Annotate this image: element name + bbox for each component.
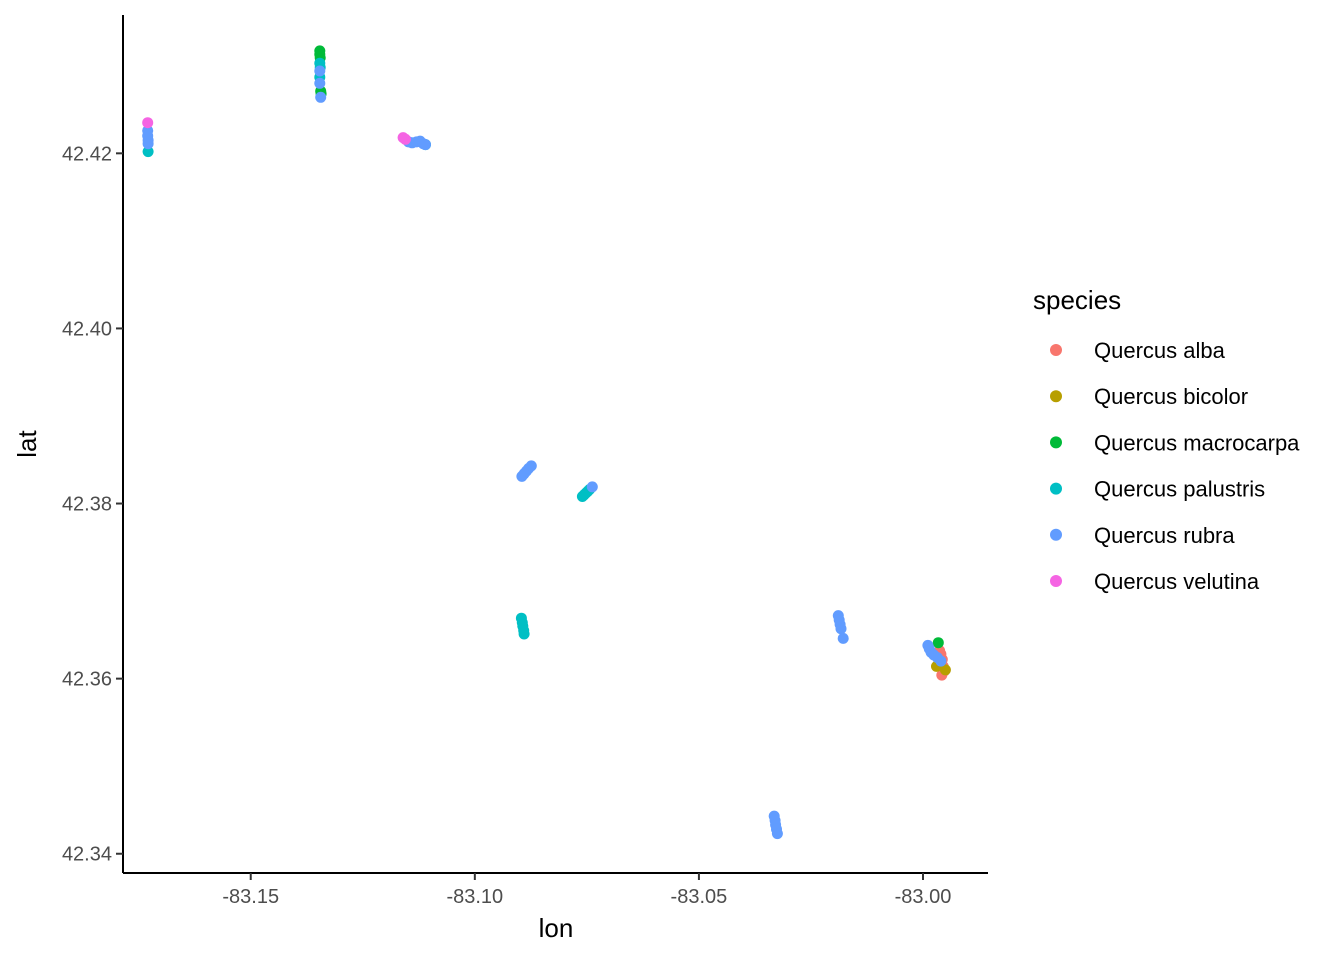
legend-key xyxy=(1050,482,1062,495)
y-axis: 42.34 42.36 42.38 42.40 42.42 xyxy=(62,15,124,873)
legend-label: Quercus bicolor xyxy=(1094,384,1248,409)
legend-item: Quercus palustris xyxy=(1050,477,1265,502)
legend-item: Quercus rubra xyxy=(1050,523,1235,548)
points-layer xyxy=(142,45,951,840)
legend-item: Quercus macrocarpa xyxy=(1050,430,1300,455)
y-axis-title: lat xyxy=(12,429,42,457)
data-point xyxy=(142,117,154,129)
legend-label: Quercus rubra xyxy=(1094,523,1235,548)
series-quercus-rubra xyxy=(142,65,947,840)
legend-key xyxy=(1050,575,1062,587)
data-point xyxy=(932,637,944,649)
x-tick-label: -83.05 xyxy=(671,886,728,908)
series-quercus-velutina xyxy=(142,117,411,145)
y-tick-label: 42.36 xyxy=(62,669,112,691)
data-point xyxy=(525,460,537,472)
data-point xyxy=(586,481,598,493)
data-point xyxy=(142,146,154,158)
legend-label: Quercus palustris xyxy=(1094,477,1265,502)
x-tick-label: -83.00 xyxy=(895,886,952,908)
series-quercus-palustris xyxy=(142,57,596,640)
y-tick-label: 42.40 xyxy=(62,318,112,340)
legend-item: Quercus bicolor xyxy=(1050,384,1248,409)
data-point xyxy=(939,664,951,676)
x-axis: -83.15 -83.10 -83.05 -83.00 xyxy=(123,872,988,908)
legend-key xyxy=(1050,436,1062,449)
legend-key xyxy=(1050,390,1062,403)
legend-label: Quercus macrocarpa xyxy=(1094,430,1300,455)
data-point xyxy=(314,65,326,77)
legend-key xyxy=(1050,528,1062,541)
data-point xyxy=(142,138,154,150)
legend-label: Quercus alba xyxy=(1094,338,1226,363)
data-point xyxy=(314,77,326,89)
y-tick-label: 42.38 xyxy=(62,494,112,516)
legend-label: Quercus velutina xyxy=(1094,569,1260,594)
legend-item: Quercus alba xyxy=(1050,338,1226,363)
y-tick-label: 42.34 xyxy=(62,844,112,866)
data-point xyxy=(835,623,847,635)
x-tick-label: -83.15 xyxy=(222,886,279,908)
data-point xyxy=(420,139,431,151)
data-point xyxy=(399,133,411,145)
legend-item: Quercus velutina xyxy=(1050,569,1260,594)
legend-key xyxy=(1050,344,1062,356)
data-point xyxy=(518,628,530,640)
data-point xyxy=(837,632,849,644)
data-point xyxy=(935,655,947,667)
data-point xyxy=(771,828,783,840)
y-tick-label: 42.42 xyxy=(62,143,112,165)
data-point xyxy=(315,91,327,103)
legend-title: species xyxy=(1033,285,1121,315)
x-axis-title: lon xyxy=(539,913,574,943)
legend: species Quercus alba Quercus bicolor Querc… xyxy=(1033,285,1300,594)
x-tick-label: -83.10 xyxy=(446,886,503,908)
